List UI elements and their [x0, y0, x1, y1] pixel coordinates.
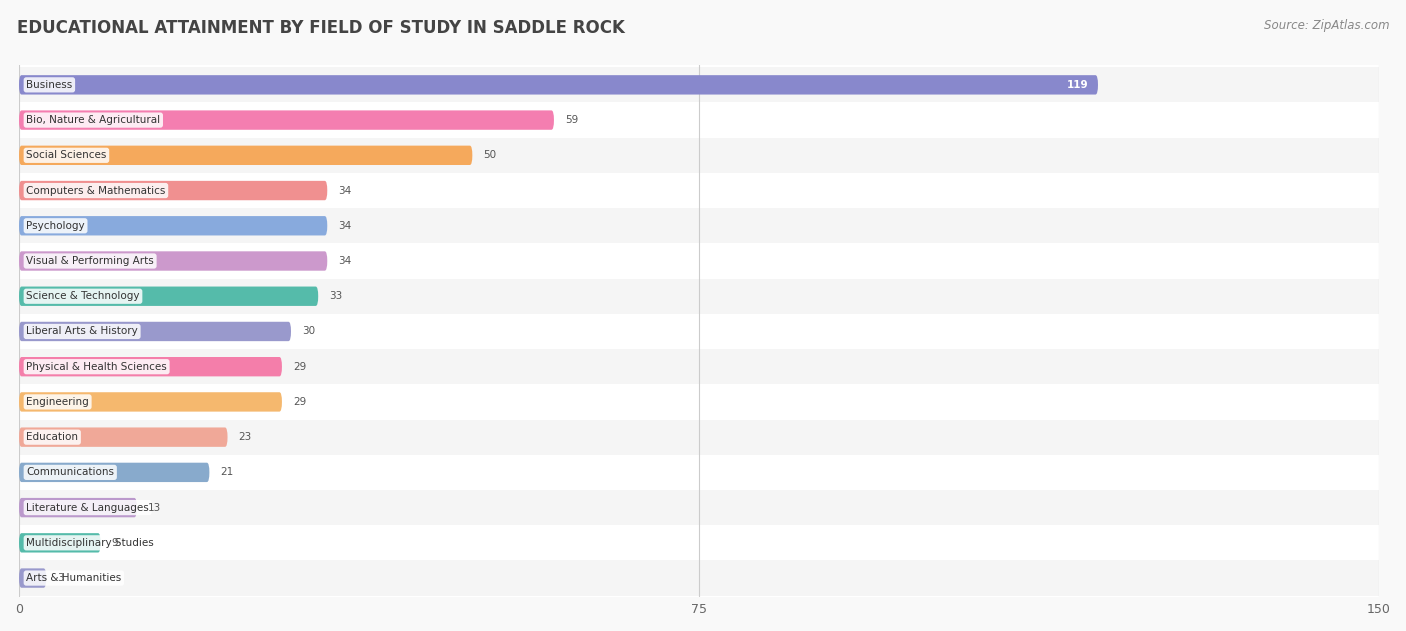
- Text: 3: 3: [58, 573, 63, 583]
- FancyBboxPatch shape: [20, 533, 101, 553]
- Text: Bio, Nature & Agricultural: Bio, Nature & Agricultural: [27, 115, 160, 125]
- Text: Literature & Languages: Literature & Languages: [27, 503, 149, 512]
- Bar: [20, 279, 1379, 314]
- Text: 33: 33: [329, 292, 342, 301]
- Text: Psychology: Psychology: [27, 221, 84, 231]
- Text: Physical & Health Sciences: Physical & Health Sciences: [27, 362, 167, 372]
- Bar: [20, 138, 1379, 173]
- Text: 23: 23: [239, 432, 252, 442]
- Text: 29: 29: [292, 362, 307, 372]
- Text: 34: 34: [339, 221, 352, 231]
- FancyBboxPatch shape: [20, 146, 472, 165]
- Text: 34: 34: [339, 186, 352, 196]
- Text: Multidisciplinary Studies: Multidisciplinary Studies: [27, 538, 155, 548]
- Text: 9: 9: [111, 538, 118, 548]
- Text: 59: 59: [565, 115, 578, 125]
- Text: Education: Education: [27, 432, 79, 442]
- Text: 119: 119: [1067, 80, 1088, 90]
- Bar: [20, 349, 1379, 384]
- FancyBboxPatch shape: [20, 569, 46, 587]
- Text: Engineering: Engineering: [27, 397, 89, 407]
- Text: Source: ZipAtlas.com: Source: ZipAtlas.com: [1264, 19, 1389, 32]
- FancyBboxPatch shape: [20, 427, 228, 447]
- FancyBboxPatch shape: [20, 181, 328, 200]
- Bar: [20, 173, 1379, 208]
- Text: Social Sciences: Social Sciences: [27, 150, 107, 160]
- Text: 34: 34: [339, 256, 352, 266]
- Text: 30: 30: [302, 326, 315, 336]
- Text: Computers & Mathematics: Computers & Mathematics: [27, 186, 166, 196]
- Text: Visual & Performing Arts: Visual & Performing Arts: [27, 256, 155, 266]
- Text: Communications: Communications: [27, 468, 114, 478]
- Bar: [20, 68, 1379, 102]
- Text: Liberal Arts & History: Liberal Arts & History: [27, 326, 138, 336]
- FancyBboxPatch shape: [20, 392, 283, 411]
- Text: 50: 50: [484, 150, 496, 160]
- Text: EDUCATIONAL ATTAINMENT BY FIELD OF STUDY IN SADDLE ROCK: EDUCATIONAL ATTAINMENT BY FIELD OF STUDY…: [17, 19, 624, 37]
- Text: 29: 29: [292, 397, 307, 407]
- Bar: [20, 384, 1379, 420]
- Text: 21: 21: [221, 468, 233, 478]
- Bar: [20, 244, 1379, 279]
- FancyBboxPatch shape: [20, 216, 328, 235]
- Bar: [20, 455, 1379, 490]
- Bar: [20, 490, 1379, 525]
- Bar: [20, 208, 1379, 244]
- Text: Arts & Humanities: Arts & Humanities: [27, 573, 121, 583]
- Bar: [20, 560, 1379, 596]
- FancyBboxPatch shape: [20, 322, 291, 341]
- Bar: [20, 525, 1379, 560]
- Text: Business: Business: [27, 80, 73, 90]
- FancyBboxPatch shape: [20, 110, 554, 130]
- FancyBboxPatch shape: [20, 251, 328, 271]
- FancyBboxPatch shape: [20, 75, 1098, 95]
- Bar: [20, 102, 1379, 138]
- FancyBboxPatch shape: [20, 286, 318, 306]
- FancyBboxPatch shape: [20, 357, 283, 376]
- FancyBboxPatch shape: [20, 463, 209, 482]
- Bar: [20, 314, 1379, 349]
- FancyBboxPatch shape: [20, 498, 136, 517]
- Text: Science & Technology: Science & Technology: [27, 292, 139, 301]
- Bar: [20, 420, 1379, 455]
- Text: 13: 13: [148, 503, 162, 512]
